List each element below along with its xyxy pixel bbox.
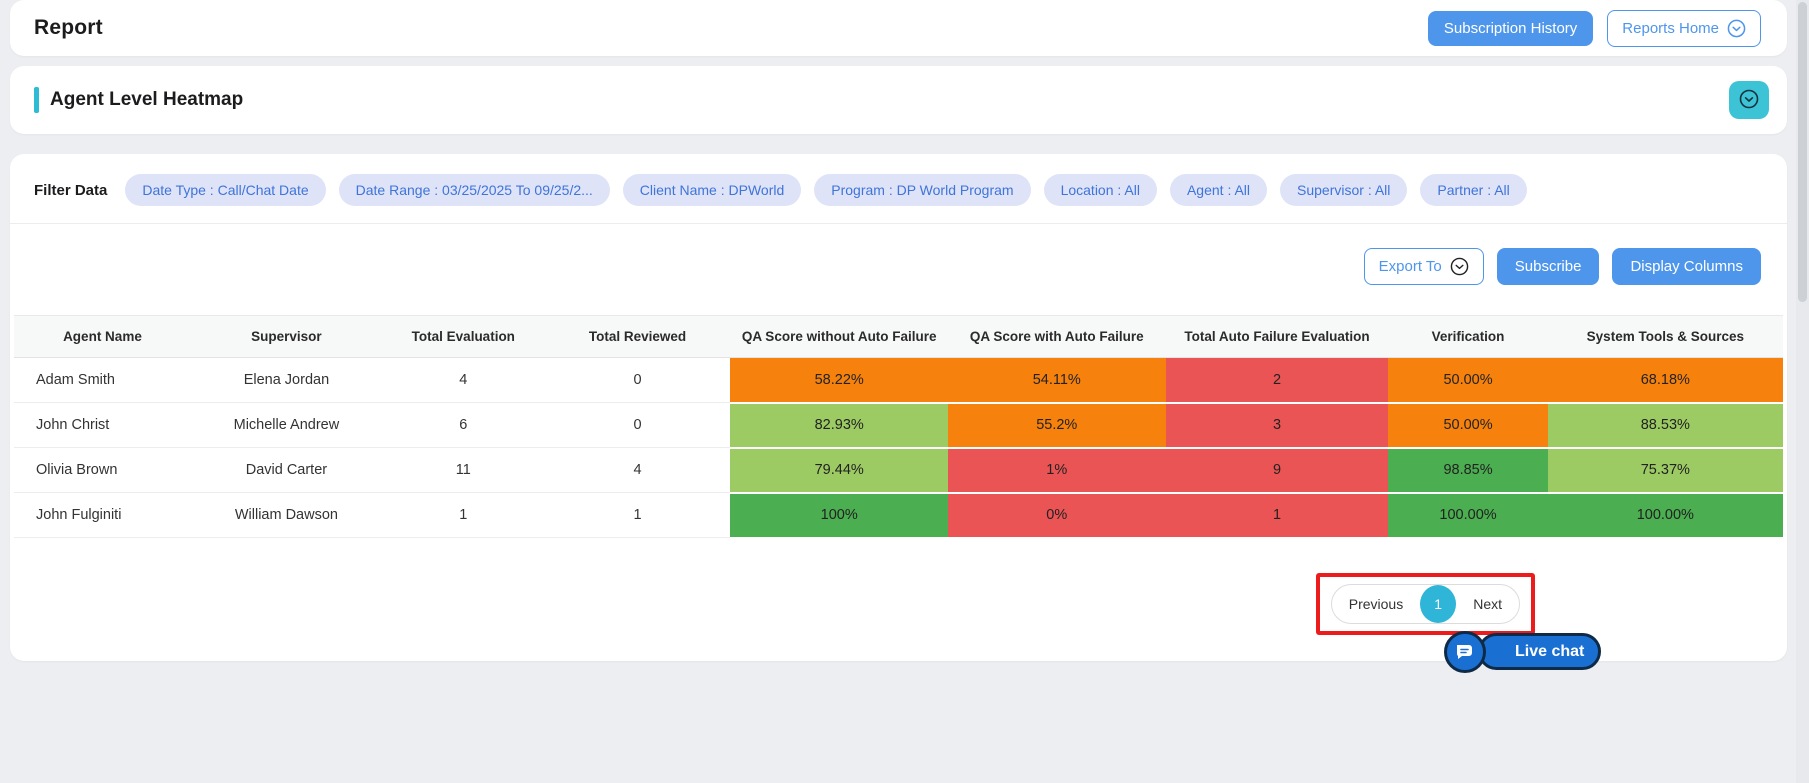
heatmap-cell: 75.37% (1548, 448, 1783, 493)
annotation-highlight-box: Previous 1 Next (1316, 573, 1535, 635)
total-evaluation-cell: 1 (382, 493, 545, 538)
export-to-label: Export To (1379, 258, 1442, 275)
chevron-down-circle-icon (1727, 19, 1746, 38)
column-header: Agent Name (14, 316, 191, 358)
section-header-card: Agent Level Heatmap (10, 66, 1787, 134)
column-header: Total Auto Failure Evaluation (1166, 316, 1389, 358)
chevron-down-circle-icon (1450, 257, 1469, 276)
next-page-button[interactable]: Next (1456, 586, 1519, 622)
heatmap-cell: 54.11% (948, 358, 1166, 403)
filter-chip[interactable]: Agent : All (1170, 174, 1267, 206)
total-reviewed-cell: 0 (545, 403, 731, 448)
display-columns-button[interactable]: Display Columns (1612, 248, 1761, 285)
heatmap-cell: 100% (730, 493, 948, 538)
section-accent-bar (34, 87, 39, 113)
live-chat-label: Live chat (1515, 643, 1584, 661)
column-header: Total Evaluation (382, 316, 545, 358)
filter-chips: Date Type : Call/Chat Date Date Range : 0… (125, 174, 1526, 206)
agent-name-cell: Adam Smith (14, 358, 191, 403)
scrollbar[interactable] (1796, 0, 1809, 783)
section-title: Agent Level Heatmap (50, 89, 243, 111)
heatmap-cell: 100.00% (1548, 493, 1783, 538)
chevron-down-circle-icon (1738, 88, 1760, 113)
export-to-button[interactable]: Export To (1364, 248, 1484, 285)
column-header: Supervisor (191, 316, 382, 358)
heatmap-cell: 50.00% (1388, 358, 1547, 403)
heatmap-cell: 2 (1166, 358, 1389, 403)
pagination: Previous 1 Next (1331, 584, 1520, 624)
table-row: Olivia BrownDavid Carter11479.44%1%998.8… (14, 448, 1783, 493)
table-row: Adam SmithElena Jordan4058.22%54.11%250.… (14, 358, 1783, 403)
agent-name-cell: John Christ (14, 403, 191, 448)
table-header-row: Agent NameSupervisorTotal EvaluationTota… (14, 316, 1783, 358)
subscription-history-button[interactable]: Subscription History (1428, 11, 1593, 46)
top-header-bar: Report Subscription History Reports Home (10, 0, 1787, 56)
agent-name-cell: John Fulginiti (14, 493, 191, 538)
total-reviewed-cell: 1 (545, 493, 731, 538)
agent-name-cell: Olivia Brown (14, 448, 191, 493)
heatmap-cell: 100.00% (1388, 493, 1547, 538)
heatmap-cell: 68.18% (1548, 358, 1783, 403)
column-header: Verification (1388, 316, 1547, 358)
live-chat-button[interactable]: Live chat (1478, 633, 1601, 670)
filter-chip[interactable]: Date Type : Call/Chat Date (125, 174, 325, 206)
subscription-history-label: Subscription History (1444, 20, 1577, 37)
total-evaluation-cell: 4 (382, 358, 545, 403)
heatmap-cell: 55.2% (948, 403, 1166, 448)
heatmap-cell: 9 (1166, 448, 1389, 493)
filter-chip[interactable]: Client Name : DPWorld (623, 174, 801, 206)
supervisor-cell: William Dawson (191, 493, 382, 538)
total-evaluation-cell: 6 (382, 403, 545, 448)
table-row: John ChristMichelle Andrew6082.93%55.2%3… (14, 403, 1783, 448)
filter-chip[interactable]: Location : All (1044, 174, 1157, 206)
heatmap-cell: 79.44% (730, 448, 948, 493)
heatmap-cell: 3 (1166, 403, 1389, 448)
heatmap-cell: 88.53% (1548, 403, 1783, 448)
filter-chip[interactable]: Supervisor : All (1280, 174, 1407, 206)
subscribe-button[interactable]: Subscribe (1497, 248, 1600, 285)
display-columns-label: Display Columns (1630, 258, 1743, 275)
table-body: Adam SmithElena Jordan4058.22%54.11%250.… (14, 358, 1783, 538)
filter-chip[interactable]: Program : DP World Program (814, 174, 1030, 206)
heatmap-cell: 98.85% (1388, 448, 1547, 493)
table-row: John FulginitiWilliam Dawson11100%0%1100… (14, 493, 1783, 538)
heatmap-report-card: Filter Data Date Type : Call/Chat DateDa… (10, 154, 1787, 661)
heatmap-cell: 0% (948, 493, 1166, 538)
supervisor-cell: Elena Jordan (191, 358, 382, 403)
pagination-zone: Previous 1 Next (10, 573, 1535, 635)
scrollbar-thumb[interactable] (1798, 2, 1807, 302)
page-title: Report (34, 16, 103, 40)
supervisor-cell: Michelle Andrew (191, 403, 382, 448)
previous-page-button[interactable]: Previous (1332, 586, 1420, 622)
chat-bubble-icon (1444, 631, 1486, 673)
supervisor-cell: David Carter (191, 448, 382, 493)
heatmap-cell: 1% (948, 448, 1166, 493)
filter-chip[interactable]: Date Range : 03/25/2025 To 09/25/2... (339, 174, 610, 206)
current-page-button[interactable]: 1 (1420, 585, 1456, 623)
total-reviewed-cell: 0 (545, 358, 731, 403)
subscribe-label: Subscribe (1515, 258, 1582, 275)
column-header: QA Score with Auto Failure (948, 316, 1166, 358)
reports-home-button[interactable]: Reports Home (1607, 10, 1761, 47)
heatmap-cell: 1 (1166, 493, 1389, 538)
column-header: Total Reviewed (545, 316, 731, 358)
heatmap-cell: 82.93% (730, 403, 948, 448)
heatmap-cell: 50.00% (1388, 403, 1547, 448)
section-collapse-button[interactable] (1729, 81, 1769, 119)
column-header: System Tools & Sources (1548, 316, 1783, 358)
column-header: QA Score without Auto Failure (730, 316, 948, 358)
filter-row: Filter Data Date Type : Call/Chat DateDa… (10, 154, 1787, 224)
total-evaluation-cell: 11 (382, 448, 545, 493)
filter-data-label: Filter Data (34, 182, 107, 199)
reports-home-label: Reports Home (1622, 20, 1719, 37)
filter-chip[interactable]: Partner : All (1420, 174, 1526, 206)
agent-heatmap-table: Agent NameSupervisorTotal EvaluationTota… (14, 315, 1783, 539)
total-reviewed-cell: 4 (545, 448, 731, 493)
table-toolbar: Export To Subscribe Display Columns (10, 224, 1787, 285)
heatmap-cell: 58.22% (730, 358, 948, 403)
